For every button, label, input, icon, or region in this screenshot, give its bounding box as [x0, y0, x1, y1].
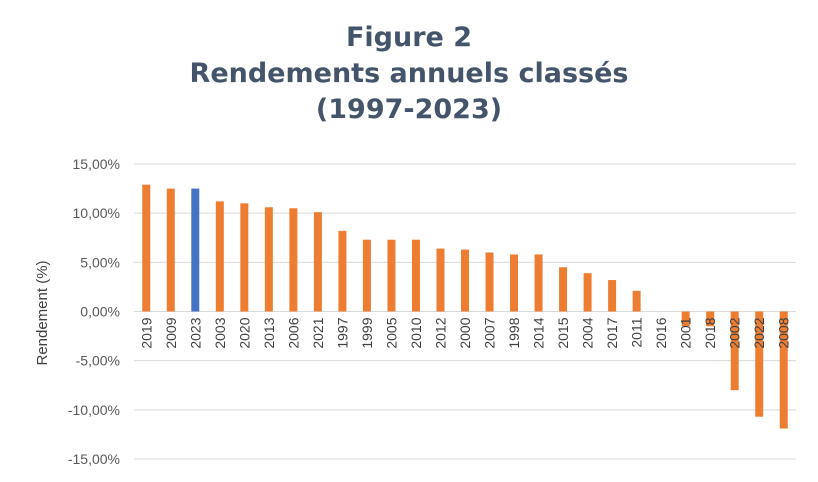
bar-2017 [608, 280, 617, 312]
x-tick-label-1998: 1998 [506, 317, 522, 348]
bar-2003 [215, 201, 224, 312]
bar-2009 [166, 188, 175, 312]
chart-title-line-1: Figure 2 [345, 22, 473, 53]
bar-2011 [632, 290, 641, 312]
y-tick-label: 10,00% [73, 205, 120, 221]
x-tick-label-2022: 2022 [751, 317, 767, 348]
y-tick-label: -15,00% [68, 451, 120, 467]
x-tick-label-2021: 2021 [310, 317, 326, 348]
x-tick-label-2006: 2006 [285, 317, 301, 348]
bar-2000 [461, 249, 469, 312]
x-tick-label-2019: 2019 [138, 317, 154, 348]
bars [142, 184, 788, 429]
x-tick-label-2023: 2023 [187, 317, 203, 348]
bar-2021 [313, 212, 322, 312]
x-tick-label-2004: 2004 [580, 317, 596, 348]
y-axis-label: Rendement (%) [34, 260, 51, 365]
bar-1999 [362, 239, 371, 312]
bar-2023 [191, 188, 200, 312]
y-tick-label: -5,00% [76, 353, 120, 369]
bar-1997 [338, 230, 347, 312]
x-tick-label-2007: 2007 [482, 317, 498, 348]
x-axis-tick-labels: 2019 2009 2023 2003 2020 2013 2006 2021 1997 1999… [138, 317, 791, 348]
x-tick-label-2010: 2010 [408, 317, 424, 348]
x-tick-label-2000: 2000 [457, 317, 473, 348]
x-tick-label-2017: 2017 [604, 317, 620, 348]
x-tick-label-2008: 2008 [776, 317, 792, 348]
chart-title: Figure 2 Rendements annuels classés (199… [0, 20, 818, 128]
bar-2002 [730, 311, 739, 391]
x-tick-label-2003: 2003 [212, 317, 228, 348]
x-tick-label-1997: 1997 [334, 317, 350, 348]
bar-2014 [534, 254, 543, 312]
x-tick-label-2009: 2009 [163, 317, 179, 348]
x-tick-label-2015: 2015 [555, 317, 571, 348]
bar-2013 [264, 207, 273, 312]
x-tick-label-2013: 2013 [261, 317, 277, 348]
bar-2007 [485, 252, 494, 312]
x-tick-label-2011: 2011 [629, 317, 645, 347]
y-tick-label: -10,00% [68, 402, 120, 418]
bar-1998 [510, 254, 519, 312]
chart-title-line-2: Rendements annuels classés [189, 58, 629, 89]
x-tick-label-2018: 2018 [702, 317, 718, 348]
x-tick-label-2014: 2014 [531, 317, 547, 348]
bar-2020 [240, 203, 249, 312]
y-axis-ticks: 15,00% 10,00% 5,00% 0,00% -5,00% -10,00% -15,0… [68, 156, 120, 467]
bar-2001 [681, 311, 690, 327]
bar-2022 [755, 311, 764, 417]
x-tick-label-2002: 2002 [727, 317, 743, 348]
bar-2015 [559, 267, 568, 312]
x-tick-label-2001: 2001 [678, 317, 694, 348]
bar-2012 [436, 248, 445, 312]
x-tick-label-1999: 1999 [359, 317, 375, 348]
bar-2019 [142, 184, 151, 312]
x-tick-label-2020: 2020 [236, 317, 252, 348]
chart-title-line-3: (1997-2023) [315, 94, 503, 125]
x-tick-label-2012: 2012 [432, 317, 448, 348]
x-tick-label-2005: 2005 [383, 317, 399, 348]
bar-2005 [387, 239, 396, 312]
y-tick-label: 5,00% [80, 254, 120, 270]
bar-2008 [779, 311, 788, 429]
y-tick-label: 15,00% [73, 156, 120, 172]
bar-2004 [583, 273, 592, 312]
bar-2006 [289, 208, 298, 312]
x-tick-label-2016: 2016 [653, 317, 669, 348]
bar-2010 [411, 239, 420, 312]
bar-2018 [706, 311, 715, 327]
y-tick-label: 0,00% [80, 304, 120, 320]
